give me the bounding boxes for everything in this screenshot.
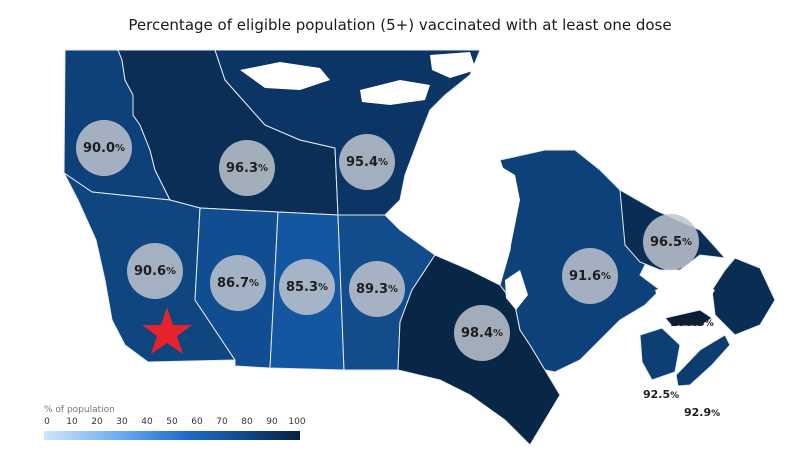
legend-tick: 80 xyxy=(241,417,253,427)
legend-tick: 40 xyxy=(141,417,153,427)
unit-manitoba: % xyxy=(388,283,399,295)
label-pei: 100.3% xyxy=(670,316,714,329)
legend-tick: 70 xyxy=(216,417,228,427)
legend-tick: 10 xyxy=(66,417,78,427)
arctic-channel-1 xyxy=(240,62,330,90)
legend-tick: 20 xyxy=(91,417,103,427)
location-star-marker xyxy=(142,307,192,354)
value-quebec: 91.6 xyxy=(568,268,602,284)
arctic-channel-2 xyxy=(360,80,430,105)
label-alberta: 86.7% xyxy=(210,255,266,311)
map-title: Percentage of eligible population (5+) v… xyxy=(128,16,672,34)
label-ontario: 98.4% xyxy=(454,305,510,361)
label-northwest-territories: 96.3% xyxy=(219,140,275,196)
value-pei: 100.3 xyxy=(670,316,705,329)
value-nova-scotia: 92.9 xyxy=(684,406,712,419)
unit-nova-scotia: % xyxy=(711,409,721,419)
legend-tick: 60 xyxy=(191,417,203,427)
value-ontario: 98.4 xyxy=(460,325,494,341)
unit-ontario: % xyxy=(493,327,504,339)
label-quebec: 91.6% xyxy=(562,248,618,304)
legend-ticks: 0 10 20 30 40 50 60 70 80 90 100 xyxy=(44,417,306,429)
unit-newfoundland-labrador: % xyxy=(682,236,693,248)
unit-pei: % xyxy=(704,319,714,329)
unit-quebec: % xyxy=(601,270,612,282)
region-pei xyxy=(664,309,713,327)
legend: % of population 0 10 20 30 40 50 60 70 8… xyxy=(44,405,306,440)
label-nova-scotia: 92.9% xyxy=(684,406,720,419)
gulf-st-lawrence xyxy=(655,280,715,310)
value-manitoba: 89.3 xyxy=(355,281,389,297)
value-northwest-territories: 96.3 xyxy=(225,160,259,176)
value-british-columbia: 90.6 xyxy=(133,263,167,279)
value-yukon: 90.0 xyxy=(82,140,116,156)
legend-tick: 0 xyxy=(44,417,50,427)
james-bay xyxy=(505,270,528,310)
value-saskatchewan: 85.3 xyxy=(285,279,319,295)
value-newfoundland-labrador: 96.5 xyxy=(649,234,683,250)
label-saskatchewan: 85.3% xyxy=(279,259,335,315)
unit-northwest-territories: % xyxy=(258,162,269,174)
arctic-channel-3 xyxy=(430,52,476,78)
unit-british-columbia: % xyxy=(166,265,177,277)
region-new-brunswick xyxy=(639,327,681,381)
legend-color-scale xyxy=(44,431,300,440)
legend-tick: 30 xyxy=(116,417,128,427)
value-alberta: 86.7 xyxy=(216,275,250,291)
foxe-basin xyxy=(455,95,505,135)
unit-new-brunswick: % xyxy=(670,391,680,401)
unit-alberta: % xyxy=(249,277,260,289)
label-new-brunswick: 92.5% xyxy=(643,388,679,401)
legend-tick: 50 xyxy=(166,417,178,427)
label-manitoba: 89.3% xyxy=(349,261,405,317)
label-british-columbia: 90.6% xyxy=(127,243,183,299)
label-yukon: 90.0% xyxy=(76,120,132,176)
value-nunavut: 95.4 xyxy=(345,154,379,170)
label-newfoundland-labrador: 96.5% xyxy=(643,214,699,270)
legend-tick: 100 xyxy=(288,417,306,427)
hudson-bay xyxy=(400,150,520,285)
unit-saskatchewan: % xyxy=(318,281,329,293)
value-new-brunswick: 92.5 xyxy=(643,388,671,401)
unit-nunavut: % xyxy=(378,156,389,168)
label-nunavut: 95.4% xyxy=(339,134,395,190)
legend-tick: 90 xyxy=(266,417,278,427)
region-nova-scotia xyxy=(675,334,731,387)
unit-yukon: % xyxy=(115,142,126,154)
legend-title: % of population xyxy=(44,405,115,415)
